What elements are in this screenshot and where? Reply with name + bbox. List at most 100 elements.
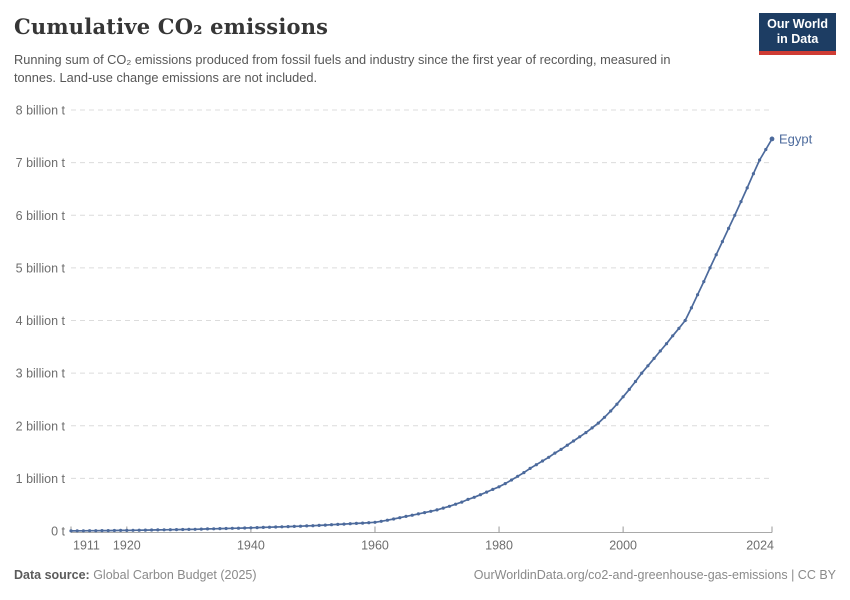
data-point xyxy=(398,516,402,520)
data-point xyxy=(267,525,272,529)
data-point xyxy=(739,200,743,204)
data-point xyxy=(100,529,104,533)
data-point xyxy=(540,459,545,463)
data-point xyxy=(658,349,662,353)
data-point xyxy=(609,409,613,413)
data-point xyxy=(578,435,582,439)
data-point xyxy=(727,226,731,230)
data-point xyxy=(460,500,464,504)
data-point xyxy=(88,529,92,533)
data-point xyxy=(156,528,160,532)
y-axis-label: 5 billion t xyxy=(16,261,66,275)
data-point xyxy=(361,521,365,525)
data-point xyxy=(119,528,123,533)
data-point xyxy=(410,513,414,517)
x-axis-label: 2000 xyxy=(609,539,637,553)
owid-logo[interactable]: Our World in Data xyxy=(759,13,836,55)
data-point xyxy=(131,528,135,532)
data-point xyxy=(81,529,85,533)
y-axis-label: 3 billion t xyxy=(16,367,66,381)
data-point xyxy=(559,447,563,451)
data-point xyxy=(423,510,427,515)
data-point xyxy=(416,512,420,516)
y-axis-label: 6 billion t xyxy=(16,209,66,223)
data-point xyxy=(218,527,222,531)
data-point xyxy=(429,509,433,513)
data-point xyxy=(769,136,775,142)
data-point xyxy=(174,528,179,532)
data-source-note: Data source: Global Carbon Budget (2025) xyxy=(14,568,257,582)
data-point xyxy=(305,524,309,528)
data-point xyxy=(472,495,476,499)
data-point xyxy=(528,466,532,470)
data-point xyxy=(336,522,340,527)
data-point xyxy=(485,490,489,494)
data-point xyxy=(733,213,737,217)
data-point xyxy=(565,443,569,447)
data-point xyxy=(764,147,768,152)
data-point xyxy=(503,482,507,486)
data-point xyxy=(696,293,700,297)
data-point xyxy=(162,528,166,532)
data-point xyxy=(261,525,265,530)
data-point xyxy=(677,326,681,330)
data-point xyxy=(441,506,445,510)
x-axis-label: 1980 xyxy=(485,539,513,553)
data-point xyxy=(602,415,607,419)
data-point xyxy=(112,528,116,533)
entity-end-label: Egypt xyxy=(779,131,813,146)
series-line-egypt xyxy=(70,138,773,532)
data-point xyxy=(714,253,718,257)
data-point xyxy=(224,526,228,531)
data-point xyxy=(199,527,203,531)
y-axis-label: 8 billion t xyxy=(16,104,66,118)
data-point xyxy=(516,474,520,478)
data-point xyxy=(522,471,526,475)
data-point xyxy=(125,528,129,533)
data-point xyxy=(230,526,234,530)
data-point xyxy=(497,485,501,489)
data-point xyxy=(720,240,725,244)
data-source-label: Data source: xyxy=(14,568,90,582)
data-point xyxy=(689,306,694,310)
data-point xyxy=(342,522,346,526)
y-axis-label: 4 billion t xyxy=(16,314,66,328)
data-point xyxy=(181,527,185,532)
data-source-value: Global Carbon Budget (2025) xyxy=(89,568,257,582)
citation-link[interactable]: OurWorldinData.org/co2-and-greenhouse-ga… xyxy=(473,568,836,582)
data-point xyxy=(454,502,458,506)
data-point xyxy=(751,172,756,176)
y-axis-label: 0 t xyxy=(51,525,65,539)
chart-subtitle: Running sum of CO₂ emissions produced fr… xyxy=(14,52,671,85)
data-point xyxy=(547,455,551,459)
data-point xyxy=(435,508,439,512)
data-point xyxy=(640,371,644,375)
data-point xyxy=(671,334,675,338)
x-axis-label: 1940 xyxy=(237,539,265,553)
data-point xyxy=(596,421,600,425)
data-point xyxy=(323,523,327,527)
data-point xyxy=(392,517,396,521)
data-point xyxy=(243,526,247,530)
data-point xyxy=(702,280,706,284)
data-point xyxy=(193,527,197,531)
data-point xyxy=(137,528,141,532)
data-point xyxy=(758,158,762,162)
data-point xyxy=(143,528,147,532)
data-point xyxy=(75,529,79,533)
data-point xyxy=(348,522,352,526)
data-point xyxy=(298,524,303,528)
data-point xyxy=(509,478,514,482)
data-point xyxy=(404,514,408,519)
data-point xyxy=(664,342,669,346)
data-point xyxy=(187,527,191,532)
data-point xyxy=(534,463,538,467)
chart-footer: Data source: Global Carbon Budget (2025)… xyxy=(14,568,836,582)
data-point xyxy=(317,523,321,528)
data-point xyxy=(106,529,110,533)
data-point xyxy=(286,525,290,529)
data-point xyxy=(354,521,358,526)
data-point xyxy=(94,529,98,533)
